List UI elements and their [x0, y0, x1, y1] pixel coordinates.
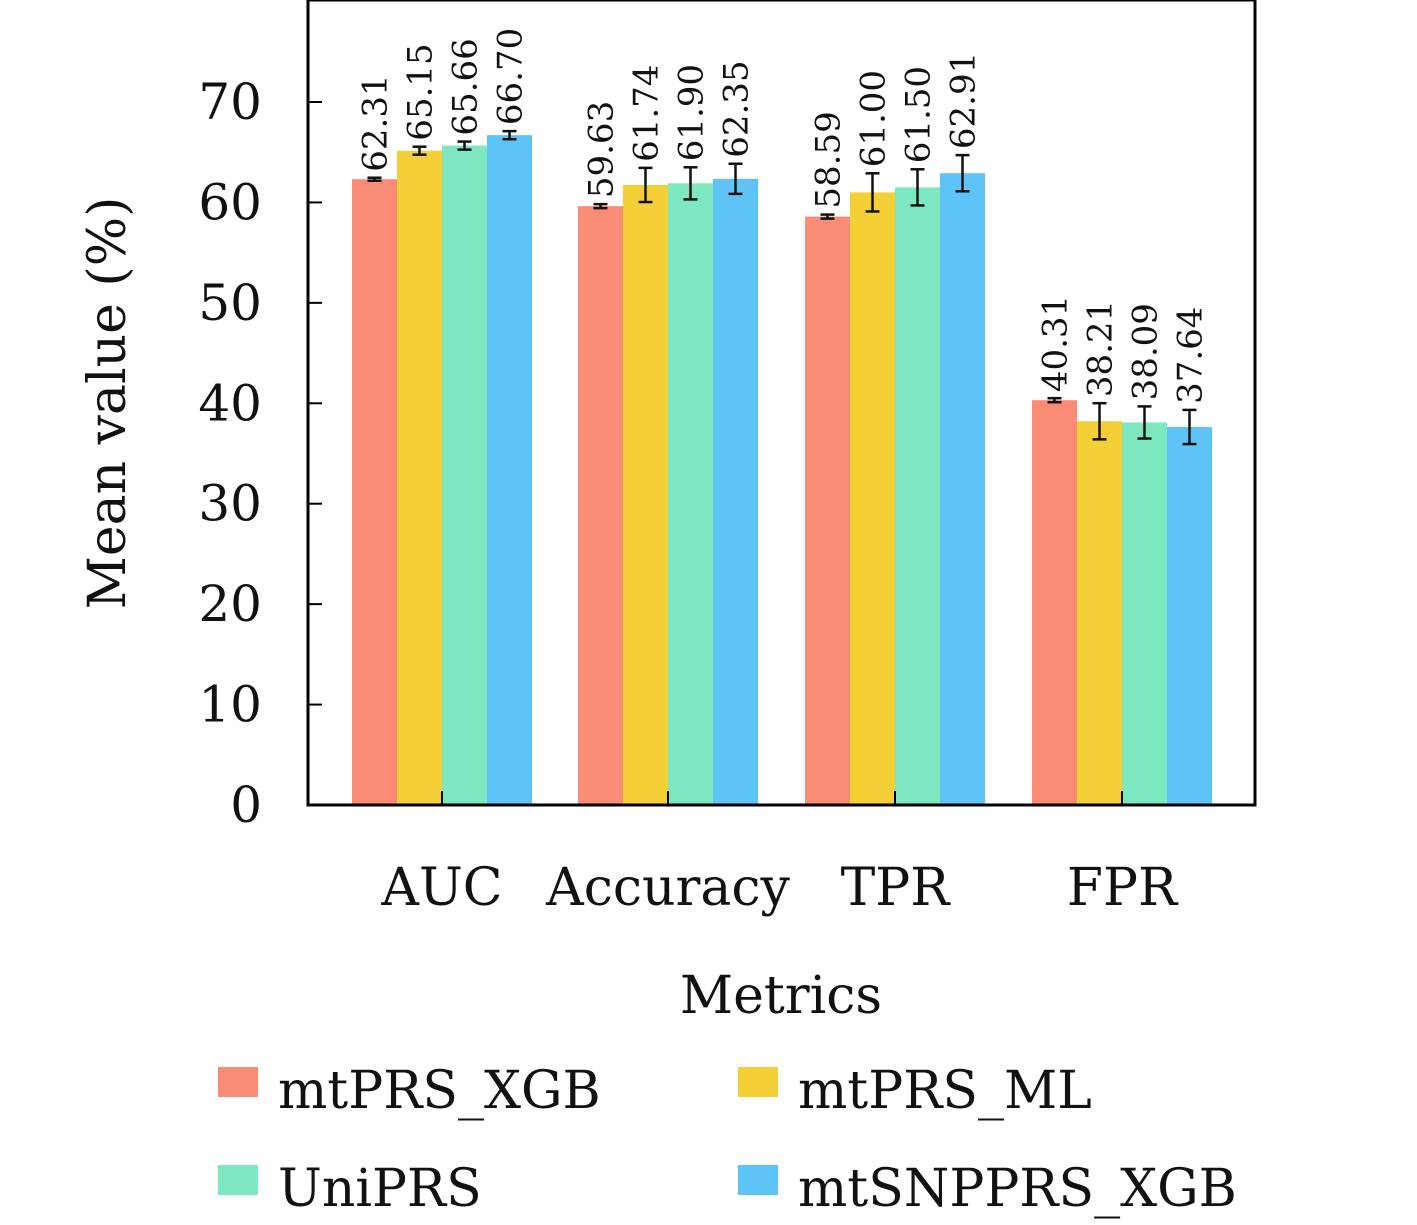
- data-label: 61.90: [672, 64, 712, 161]
- bar: [940, 173, 985, 805]
- data-label: 66.70: [491, 28, 531, 125]
- x-tick-label: AUC: [380, 858, 502, 918]
- bar: [805, 216, 850, 806]
- x-tick-label: FPR: [1067, 858, 1179, 918]
- data-labels: 62.31 65.15 65.66 66.70 59.63 61.74 61.90 62.35…: [356, 28, 1211, 404]
- legend-label: mtSNPPRS_XGB: [798, 1159, 1237, 1219]
- plot-frame: [306, 0, 1257, 807]
- y-axis-title: Mean value (%): [78, 197, 138, 610]
- y-tick-label: 20: [198, 575, 262, 633]
- data-label: 61.74: [627, 65, 667, 162]
- data-label: 40.31: [1036, 295, 1076, 392]
- y-tick-label: 0: [230, 776, 262, 834]
- data-label: 61.00: [854, 70, 894, 167]
- bar: [1077, 421, 1122, 805]
- y-axis-ticks: 0 10 20 30 40 50 60 70: [198, 73, 322, 834]
- bar: [1167, 426, 1212, 805]
- data-label: 65.66: [446, 38, 486, 135]
- y-tick-label: 30: [198, 475, 262, 533]
- x-tick-label: TPR: [841, 858, 952, 918]
- error-bars: [367, 129, 1197, 446]
- legend-label: mtPRS_ML: [798, 1061, 1092, 1121]
- data-label: 38.21: [1081, 300, 1121, 397]
- legend-swatch: [738, 1165, 778, 1195]
- data-label: 62.91: [944, 52, 984, 149]
- bars: [352, 135, 1212, 806]
- data-label: 62.35: [717, 60, 757, 157]
- x-axis-title: Metrics: [680, 966, 882, 1026]
- legend-label: UniPRS: [278, 1159, 482, 1219]
- y-tick-label: 40: [198, 374, 262, 432]
- bar: [623, 184, 668, 806]
- bar: [487, 135, 532, 806]
- bar: [713, 178, 758, 805]
- y-tick-label: 60: [198, 173, 262, 231]
- data-label: 58.59: [809, 111, 849, 208]
- bar: [895, 187, 940, 806]
- bar: [578, 206, 623, 806]
- bar: [442, 145, 487, 805]
- bar: [850, 192, 895, 805]
- legend-swatch: [218, 1067, 258, 1097]
- legend-label: mtPRS_XGB: [278, 1061, 601, 1121]
- x-tick-label: Accuracy: [545, 858, 790, 918]
- data-label: 38.09: [1126, 303, 1166, 400]
- legend-swatch: [218, 1165, 258, 1195]
- bar: [397, 150, 442, 805]
- bar: [1032, 400, 1077, 805]
- x-axis-categories: AUC Accuracy TPR FPR: [380, 791, 1179, 918]
- data-label: 62.31: [356, 74, 396, 171]
- data-label: 65.15: [401, 43, 441, 140]
- legend-swatch: [738, 1067, 778, 1097]
- bar: [668, 183, 713, 805]
- data-label: 37.64: [1171, 307, 1211, 404]
- bar: [352, 179, 397, 806]
- y-tick-label: 50: [198, 274, 262, 332]
- y-tick-label: 70: [198, 73, 262, 131]
- data-label: 59.63: [582, 101, 622, 198]
- legend: mtPRS_XGB mtPRS_ML UniPRS mtSNPPRS_XGB: [218, 1061, 1237, 1219]
- data-label: 61.50: [899, 66, 939, 163]
- bar: [1122, 422, 1167, 805]
- y-tick-label: 10: [198, 676, 262, 734]
